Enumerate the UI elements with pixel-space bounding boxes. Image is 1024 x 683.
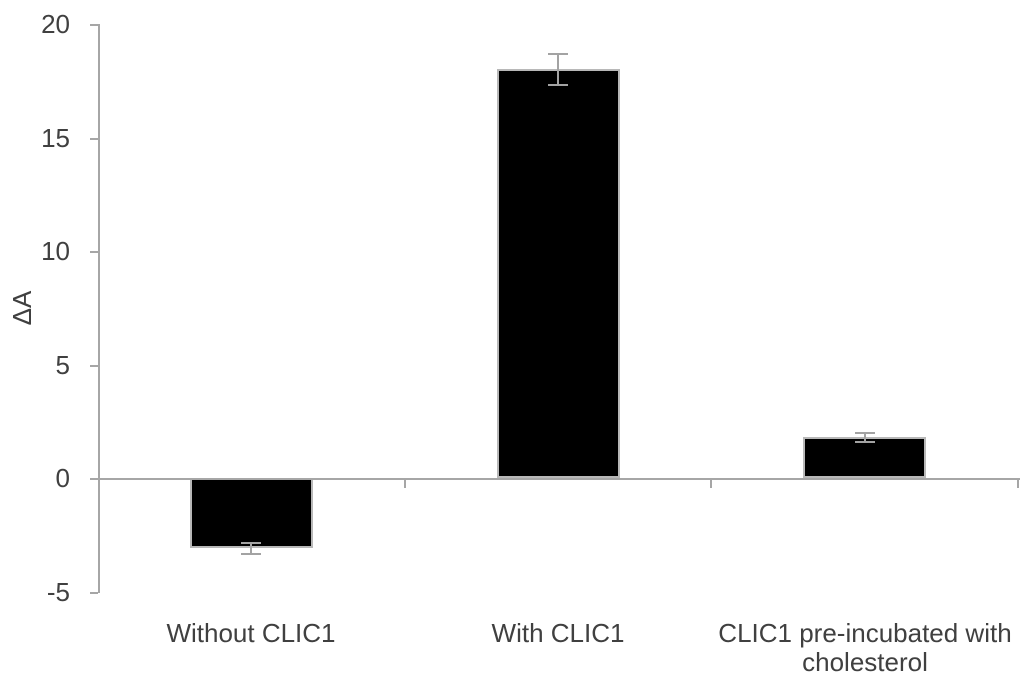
y-tick-label: 20: [41, 9, 70, 39]
error-bar-cap-bottom: [548, 84, 568, 86]
y-tick-label: 5: [55, 350, 70, 380]
x-tick-mark: [710, 478, 712, 488]
y-axis-line: [98, 24, 100, 593]
y-tick-label: 0: [55, 463, 70, 493]
error-bar-line: [864, 433, 866, 442]
y-tick-label: 15: [41, 123, 70, 153]
error-bar-cap-top: [548, 53, 568, 55]
x-tick-mark: [404, 478, 406, 488]
error-bar-line: [250, 543, 252, 554]
error-bar-cap-bottom: [855, 441, 875, 443]
y-tick-mark: [90, 592, 98, 594]
error-bar-cap-top: [855, 432, 875, 434]
error-bar-cap-top: [241, 542, 261, 544]
x-axis-line: [98, 478, 1020, 480]
y-tick-mark: [90, 251, 98, 253]
y-tick-mark: [90, 478, 98, 480]
bar: [190, 478, 313, 548]
y-tick-mark: [90, 365, 98, 367]
error-bar-cap-bottom: [241, 553, 261, 555]
bar: [803, 437, 926, 478]
x-category-label: CLIC1 pre-incubated with cholesterol: [718, 618, 1012, 677]
x-tick-mark: [1017, 478, 1019, 488]
y-tick-mark: [90, 24, 98, 26]
y-tick-label: 10: [41, 236, 70, 266]
y-tick-label: -5: [46, 577, 70, 607]
error-bar-line: [557, 54, 559, 86]
y-tick-mark: [90, 138, 98, 140]
x-category-label: With CLIC1: [491, 618, 625, 648]
bar: [497, 69, 620, 478]
x-category-label: Without CLIC1: [166, 618, 336, 648]
